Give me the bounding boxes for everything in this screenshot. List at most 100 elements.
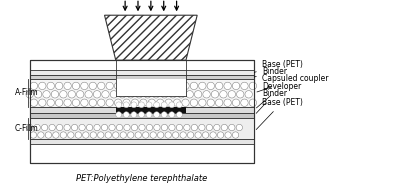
Circle shape <box>105 132 112 138</box>
Bar <box>30 139 254 144</box>
Circle shape <box>106 99 113 106</box>
Circle shape <box>228 91 236 98</box>
Circle shape <box>184 124 190 131</box>
Circle shape <box>89 82 96 90</box>
Circle shape <box>98 82 105 90</box>
Circle shape <box>182 99 189 106</box>
Circle shape <box>116 102 122 108</box>
Circle shape <box>72 99 80 106</box>
Circle shape <box>38 132 44 138</box>
Text: A-Film: A-Film <box>15 88 38 97</box>
Circle shape <box>195 132 201 138</box>
Circle shape <box>218 132 224 138</box>
Circle shape <box>225 132 231 138</box>
Circle shape <box>51 91 59 98</box>
Circle shape <box>26 124 33 131</box>
Circle shape <box>135 132 142 138</box>
Circle shape <box>180 132 186 138</box>
Circle shape <box>203 91 210 98</box>
Text: Capsuled coupler: Capsuled coupler <box>257 74 328 92</box>
Circle shape <box>64 99 71 106</box>
Circle shape <box>169 124 175 131</box>
Circle shape <box>85 91 92 98</box>
Circle shape <box>206 124 212 131</box>
Circle shape <box>34 124 40 131</box>
Circle shape <box>241 99 248 106</box>
Circle shape <box>169 112 175 118</box>
Circle shape <box>34 91 42 98</box>
Circle shape <box>109 124 115 131</box>
Polygon shape <box>104 15 197 60</box>
Circle shape <box>148 82 156 90</box>
Circle shape <box>161 102 167 108</box>
Circle shape <box>186 91 194 98</box>
Circle shape <box>68 91 76 98</box>
Circle shape <box>236 124 242 131</box>
Circle shape <box>216 82 223 90</box>
Circle shape <box>30 132 36 138</box>
Circle shape <box>148 99 156 106</box>
Circle shape <box>128 132 134 138</box>
Circle shape <box>75 132 82 138</box>
Circle shape <box>127 91 134 98</box>
Circle shape <box>56 124 63 131</box>
Circle shape <box>86 124 93 131</box>
Circle shape <box>154 102 160 108</box>
Circle shape <box>169 102 175 108</box>
Circle shape <box>154 124 160 131</box>
Circle shape <box>140 82 147 90</box>
Circle shape <box>210 132 216 138</box>
Circle shape <box>150 132 156 138</box>
Circle shape <box>123 102 129 108</box>
Bar <box>30 70 254 75</box>
Bar <box>30 75 254 79</box>
Circle shape <box>120 132 126 138</box>
Circle shape <box>139 124 145 131</box>
Circle shape <box>64 82 71 90</box>
Circle shape <box>89 99 96 106</box>
Circle shape <box>116 112 122 118</box>
Circle shape <box>199 99 206 106</box>
Circle shape <box>124 124 130 131</box>
Circle shape <box>156 82 164 90</box>
Circle shape <box>188 132 194 138</box>
Circle shape <box>38 99 46 106</box>
Circle shape <box>165 132 171 138</box>
Circle shape <box>131 112 137 118</box>
Circle shape <box>93 91 101 98</box>
Circle shape <box>182 82 189 90</box>
Circle shape <box>131 99 139 106</box>
Circle shape <box>112 132 119 138</box>
Circle shape <box>56 99 63 106</box>
Text: Base (PET): Base (PET) <box>254 60 303 72</box>
Circle shape <box>211 91 219 98</box>
Circle shape <box>30 99 38 106</box>
Circle shape <box>116 124 123 131</box>
Circle shape <box>110 91 118 98</box>
Circle shape <box>190 99 198 106</box>
Circle shape <box>81 99 88 106</box>
Circle shape <box>214 124 220 131</box>
Text: Developer: Developer <box>256 82 301 108</box>
Circle shape <box>136 91 143 98</box>
Circle shape <box>173 99 181 106</box>
Bar <box>30 112 254 118</box>
Circle shape <box>232 132 239 138</box>
Circle shape <box>176 124 182 131</box>
Circle shape <box>216 99 223 106</box>
Bar <box>30 60 254 163</box>
Circle shape <box>47 99 54 106</box>
Circle shape <box>154 112 160 118</box>
Circle shape <box>221 124 228 131</box>
Circle shape <box>114 99 122 106</box>
Circle shape <box>72 124 78 131</box>
Circle shape <box>38 82 46 90</box>
Circle shape <box>245 91 252 98</box>
Circle shape <box>114 82 122 90</box>
Circle shape <box>161 124 168 131</box>
Circle shape <box>249 99 256 106</box>
Circle shape <box>123 99 130 106</box>
Circle shape <box>72 82 80 90</box>
Circle shape <box>191 124 198 131</box>
Circle shape <box>123 82 130 90</box>
